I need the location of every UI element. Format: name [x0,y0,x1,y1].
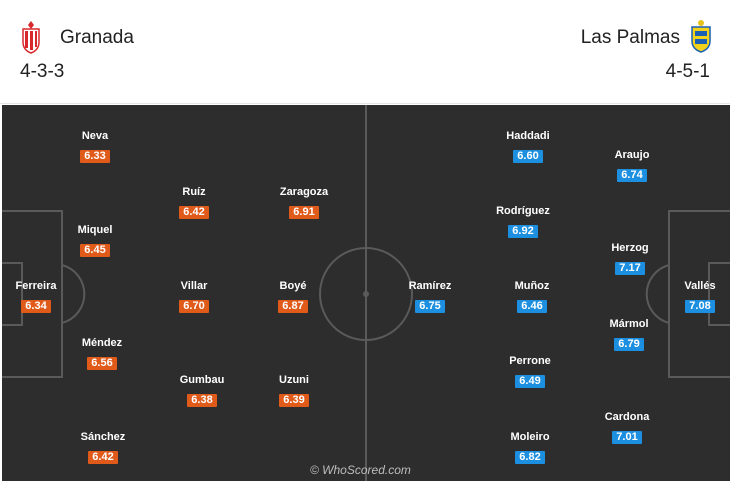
player-name: Haddadi [506,130,550,142]
player-gumbau[interactable]: Gumbau 6.38 [167,374,237,408]
player-name: Ferreira [15,280,57,292]
player-haddadi[interactable]: Haddadi 6.60 [493,130,563,164]
player-name: Méndez [81,337,123,349]
pitch: Ferreira 6.34 Neva 6.33 Miquel 6.45 Méndez 6… [2,105,730,481]
player-rating: 6.87 [278,300,308,313]
player-name: Boyé [279,280,307,292]
player-name: Uzuni [279,374,309,386]
player-name: Miquel [77,224,113,236]
player-name: Rodríguez [496,205,550,217]
player-rating: 6.70 [179,300,209,313]
player-name: Ruíz [182,186,206,198]
player-name: Mármol [609,318,649,330]
player-ruiz[interactable]: Ruíz 6.42 [159,186,229,220]
player-boye[interactable]: Boyé 6.87 [258,280,328,314]
match-header: Granada 4-3-3 Las Palmas 4-5-1 [0,0,730,104]
player-rating: 6.34 [21,300,51,313]
player-rating: 6.56 [87,357,117,370]
player-villar[interactable]: Villar 6.70 [159,280,229,314]
player-rating: 6.33 [80,150,110,163]
player-name: Moleiro [510,431,550,443]
player-miquel[interactable]: Miquel 6.45 [60,224,130,258]
player-rating: 6.75 [415,300,445,313]
las-palmas-crest-icon [691,20,711,53]
player-rating: 6.38 [187,394,217,407]
player-mendez[interactable]: Méndez 6.56 [67,337,137,371]
player-ramirez[interactable]: Ramírez 6.75 [395,280,465,314]
player-name: Ramírez [408,280,452,292]
player-marmol[interactable]: Mármol 6.79 [594,318,664,352]
player-cardona[interactable]: Cardona 7.01 [592,411,662,445]
player-sanchez[interactable]: Sánchez 6.42 [68,431,138,465]
player-rating: 7.01 [612,431,642,444]
player-name: Herzog [611,242,649,254]
player-name: Gumbau [179,374,225,386]
player-name: Cardona [604,411,650,423]
player-rating: 6.74 [617,169,647,182]
player-munoz[interactable]: Muñoz 6.46 [497,280,567,314]
pitch-markings [2,105,730,481]
player-name: Vallés [684,280,716,292]
player-moleiro[interactable]: Moleiro 6.82 [495,431,565,465]
player-rodriguez[interactable]: Rodríguez 6.92 [488,205,558,239]
player-rating: 6.39 [279,394,309,407]
player-rating: 6.79 [614,338,644,351]
player-rating: 6.92 [508,225,538,238]
player-name: Zaragoza [279,186,329,198]
player-rating: 7.08 [685,300,715,313]
player-name: Villar [180,280,208,292]
player-rating: 6.91 [289,206,319,219]
away-formation: 4-5-1 [665,61,710,82]
player-perrone[interactable]: Perrone 6.49 [495,355,565,389]
home-team-name[interactable]: Granada [60,27,134,48]
player-rating: 6.46 [517,300,547,313]
player-name: Neva [81,130,109,142]
player-uzuni[interactable]: Uzuni 6.39 [259,374,329,408]
granada-crest-icon [22,21,40,54]
player-name: Araujo [614,149,650,161]
player-neva[interactable]: Neva 6.33 [60,130,130,164]
home-formation: 4-3-3 [20,61,65,82]
player-herzog[interactable]: Herzog 7.17 [595,242,665,276]
player-rating: 6.49 [515,375,545,388]
player-rating: 6.42 [88,451,118,464]
player-valles[interactable]: Vallés 7.08 [665,280,730,314]
whoscored-watermark: © WhoScored.com [310,463,411,477]
player-zaragoza[interactable]: Zaragoza 6.91 [269,186,339,220]
player-rating: 6.60 [513,150,543,163]
away-team-name[interactable]: Las Palmas [580,27,680,48]
player-rating: 7.17 [615,262,645,275]
player-name: Sánchez [80,431,126,443]
player-rating: 6.45 [80,244,110,257]
player-name: Perrone [509,355,551,367]
player-rating: 6.82 [515,451,545,464]
player-araujo[interactable]: Araujo 6.74 [597,149,667,183]
player-rating: 6.42 [179,206,209,219]
player-name: Muñoz [514,280,550,292]
player-ferreira[interactable]: Ferreira 6.34 [2,280,71,314]
